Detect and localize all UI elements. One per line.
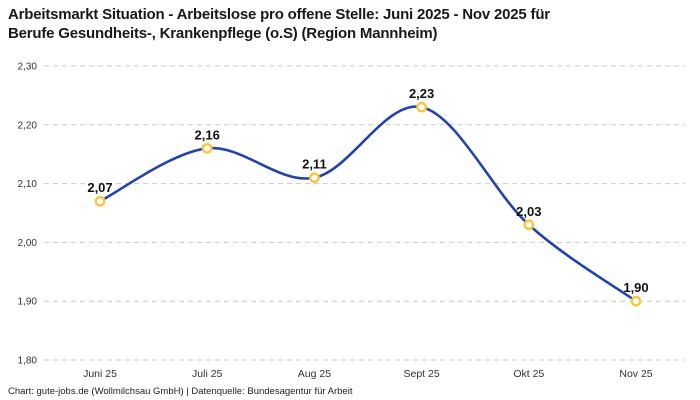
data-point-marker — [94, 195, 106, 207]
data-point-label: 2,07 — [87, 180, 112, 195]
data-point-marker — [416, 101, 427, 113]
data-point-marker — [523, 219, 535, 231]
data-point-label: 2,11 — [302, 157, 327, 172]
data-point-marker — [201, 142, 213, 154]
data-point-label: 2,16 — [195, 127, 220, 142]
trend-line — [98, 105, 638, 303]
x-tick-label: Sept 25 — [403, 368, 439, 380]
data-point-label: 1,90 — [623, 280, 648, 295]
y-tick-label: 1,90 — [18, 297, 38, 308]
x-tick-label: Okt 25 — [513, 368, 544, 380]
y-tick-label: 2,10 — [18, 179, 38, 190]
y-tick-label: 2,20 — [18, 120, 38, 131]
data-point-label: 2,23 — [409, 86, 434, 101]
x-tick-label: Nov 25 — [619, 368, 652, 380]
data-point-marker — [308, 172, 320, 184]
data-point-label: 2,03 — [516, 204, 541, 219]
x-tick-label: Juni 25 — [83, 368, 117, 380]
y-tick-label: 2,30 — [18, 62, 38, 73]
y-tick-label: 2,00 — [18, 238, 38, 249]
data-point-marker — [630, 295, 642, 307]
x-tick-label: Juli 25 — [192, 368, 223, 380]
chart-title: Arbeitsmarkt Situation - Arbeitslose pro… — [8, 6, 550, 42]
x-tick-label: Aug 25 — [298, 368, 331, 380]
chart-footer-attribution: Chart: gute-jobs.de (Wollmilchsau GmbH) … — [8, 386, 353, 397]
y-tick-label: 1,80 — [18, 356, 38, 367]
